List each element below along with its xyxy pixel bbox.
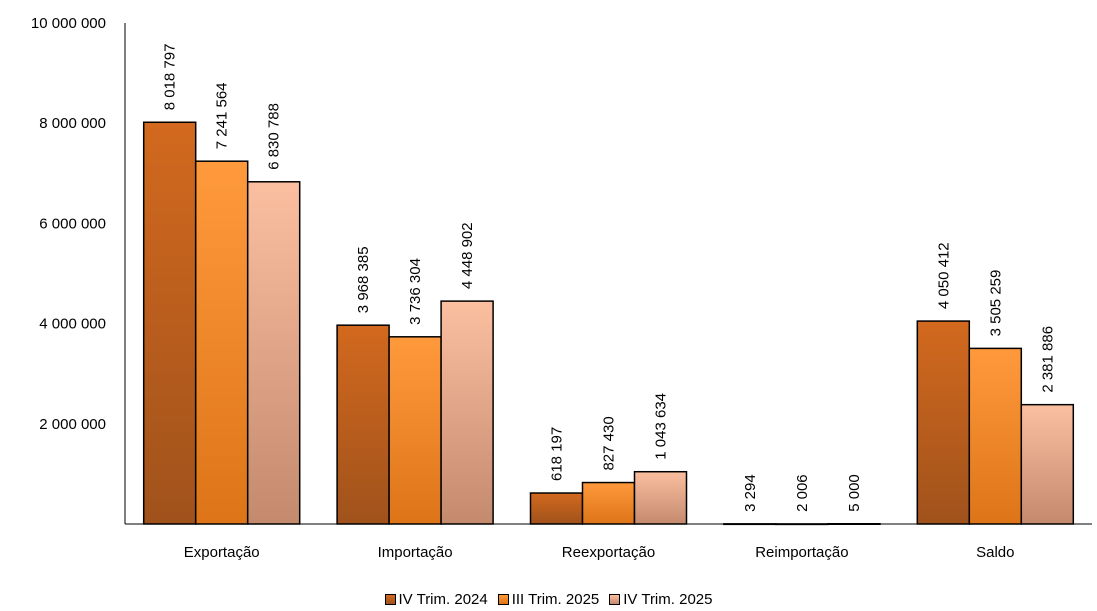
- legend-swatch-2: [609, 593, 621, 605]
- data-label: 1 043 634: [653, 393, 670, 460]
- bar: [1020, 403, 1075, 525]
- legend-label: III Trim. 2025: [511, 590, 600, 608]
- bar: [529, 492, 584, 525]
- data-label: 3 294: [742, 474, 759, 512]
- category-labels: Exportação Importação Reexportação Reimport…: [184, 544, 1015, 561]
- data-label: 618 197: [549, 427, 566, 481]
- data-label: 3 505 259: [987, 270, 1004, 337]
- data-label: 8 018 797: [162, 44, 179, 111]
- y-tick-label: 6 000 000: [39, 215, 106, 232]
- x-tick-label: Importação: [378, 544, 453, 561]
- bar: [581, 481, 636, 525]
- x-tick-label: Saldo: [976, 544, 1014, 561]
- data-labels: 8 018 797 7 241 564 6 830 788 3 968 385 3 73…: [162, 44, 1057, 512]
- data-label: 4 448 902: [459, 222, 476, 289]
- bar-chart: 2 000 000 4 000 000 6 000 000 8 000 000 10 0…: [31, 15, 1092, 561]
- x-tick-label: Reimportação: [755, 544, 848, 561]
- bar: [142, 121, 197, 525]
- legend: IV Trim. 2024 III Trim. 2025 IV Trim. 20…: [0, 588, 1097, 610]
- legend-item: III Trim. 2025: [497, 590, 600, 608]
- data-label: 3 736 304: [407, 258, 424, 325]
- bar: [633, 470, 688, 525]
- y-tick-label: 4 000 000: [39, 316, 106, 333]
- bars: [142, 121, 1075, 526]
- bar: [968, 347, 1023, 525]
- data-label: 5 000: [846, 474, 863, 512]
- legend-item: IV Trim. 2025: [609, 591, 712, 608]
- legend-label: IV Trim. 2024: [398, 590, 488, 608]
- legend-swatch-1: [497, 593, 509, 605]
- data-label: 2 381 886: [1039, 326, 1056, 393]
- bar: [388, 336, 442, 525]
- legend-swatch-0: [384, 593, 396, 605]
- y-tick-label: 8 000 000: [39, 115, 106, 132]
- bar: [916, 320, 971, 525]
- y-axis: 2 000 000 4 000 000 6 000 000 8 000 000 10 0…: [31, 15, 106, 433]
- bar: [440, 300, 494, 525]
- legend-label: IV Trim. 2025: [623, 590, 713, 608]
- data-label: 4 050 412: [935, 242, 952, 309]
- bar: [246, 181, 301, 525]
- y-tick-label: 2 000 000: [39, 416, 106, 433]
- data-label: 6 830 788: [266, 103, 283, 170]
- data-label: 2 006: [794, 474, 811, 512]
- data-label: 3 968 385: [355, 246, 372, 313]
- bar: [336, 324, 390, 525]
- data-label: 7 241 564: [214, 82, 231, 149]
- bar: [194, 160, 249, 525]
- y-tick-label: 10 000 000: [31, 15, 106, 32]
- x-tick-label: Reexportação: [562, 544, 655, 561]
- data-label: 827 430: [601, 416, 618, 470]
- legend-item: IV Trim. 2024: [384, 590, 488, 608]
- x-tick-label: Exportação: [184, 544, 260, 561]
